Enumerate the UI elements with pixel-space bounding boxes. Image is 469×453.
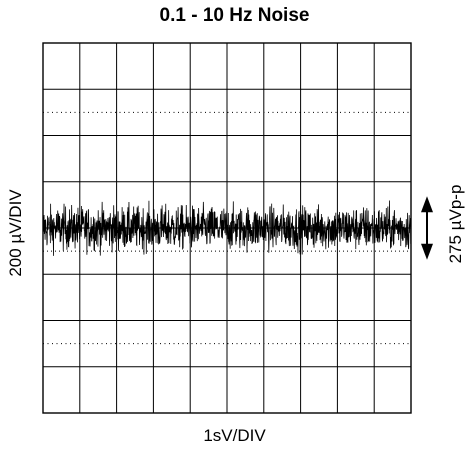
chart-title: 0.1 - 10 Hz Noise xyxy=(159,5,310,26)
arrow-head-down xyxy=(421,243,433,260)
x-axis-label: 1sV/DIV xyxy=(203,426,266,445)
noise-trace-line xyxy=(42,200,412,256)
noise-trace xyxy=(42,200,412,256)
arrow-head-up xyxy=(421,196,433,213)
peak-to-peak-arrow xyxy=(421,196,433,260)
